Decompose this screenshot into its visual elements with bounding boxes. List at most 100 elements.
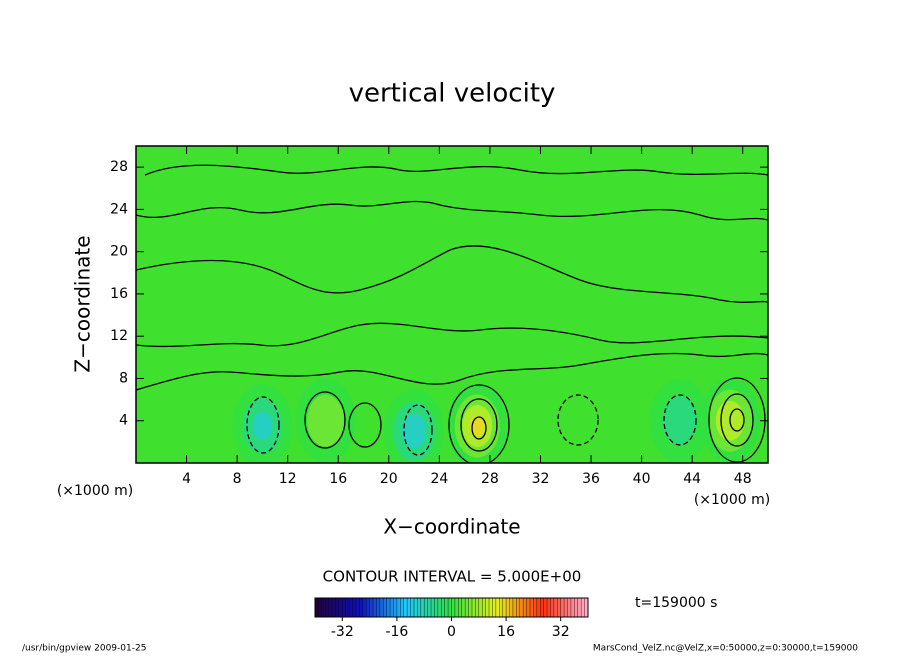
colorbar-cell: [335, 598, 340, 617]
x-tick-label: 4: [182, 471, 191, 487]
x-unit-left: (×1000 m): [57, 483, 133, 499]
colorbar-cell: [492, 598, 497, 617]
colorbar-cell: [413, 598, 418, 617]
colorbar-cell: [328, 598, 333, 617]
plot-frame: [135, 145, 769, 464]
colorbar-cell: [376, 598, 381, 617]
footer-left: /usr/bin/gpview 2009-01-25: [22, 644, 146, 654]
colorbar-cell: [529, 598, 534, 617]
colorbar-tick-label: -16: [385, 624, 408, 640]
contour-interval: CONTOUR INTERVAL = 5.000E+00: [323, 568, 582, 586]
colorbar-cell: [564, 598, 568, 617]
colorbar-tick-label: 16: [497, 624, 515, 640]
colorbar-cell: [550, 598, 555, 617]
colorbar-cell: [482, 598, 486, 617]
colorbar-cell: [325, 598, 329, 617]
x-tick-label: 32: [532, 471, 550, 487]
x-tick-label: 44: [683, 471, 701, 487]
x-tick-label: 12: [279, 471, 297, 487]
field-extremum: [662, 396, 698, 446]
colorbar-cell: [536, 598, 541, 617]
colorbar-cell: [475, 598, 480, 617]
y-tick-label: 16: [110, 286, 128, 302]
colorbar-cell: [506, 598, 510, 617]
colorbar-cell: [338, 598, 343, 617]
colorbar-cell: [424, 598, 428, 617]
colorbar-cell: [342, 598, 347, 617]
x-tick-label: 36: [582, 471, 600, 487]
colorbar-cell: [315, 598, 319, 617]
y-tick-label: 12: [110, 328, 128, 344]
colorbar-cell: [574, 598, 579, 617]
colorbar-cell: [451, 598, 456, 617]
colorbar-cell: [318, 598, 323, 617]
colorbar-cell: [383, 598, 387, 617]
colorbar-cell: [499, 598, 503, 617]
colorbar-cell: [386, 598, 391, 617]
colorbar-cell: [577, 598, 582, 617]
x-unit: (×1000 m): [694, 492, 770, 508]
colorbar-cell: [359, 598, 364, 617]
colorbar-cell: [362, 598, 367, 617]
colorbar-cell: [379, 598, 384, 617]
colorbar-cell: [519, 598, 524, 617]
y-tick-label: 8: [119, 370, 128, 386]
colorbar-cell: [489, 598, 493, 617]
colorbar-cell: [420, 598, 425, 617]
colorbar-cell: [448, 598, 452, 617]
colorbar-cell: [400, 598, 405, 617]
y-axis-label: Z−coordinate: [71, 235, 95, 372]
colorbar-cell: [553, 598, 558, 617]
x-tick-label: 16: [329, 471, 347, 487]
colorbar-cell: [396, 598, 401, 617]
colorbar-cell: [581, 598, 585, 617]
colorbar-cell: [352, 598, 357, 617]
colorbar-cell: [434, 598, 439, 617]
colorbar-cell: [366, 598, 370, 617]
colorbar-cell: [407, 598, 411, 617]
colorbar-cell: [321, 598, 326, 617]
colorbar-cell: [390, 598, 394, 617]
colorbar-tick-label: -32: [331, 624, 354, 640]
colorbar-cell: [465, 598, 469, 617]
x-axis-label: X−coordinate: [383, 515, 520, 539]
colorbar-cell: [458, 598, 463, 617]
chart-title: vertical velocity: [349, 79, 556, 109]
colorbar-cell: [403, 598, 408, 617]
y-tick-label: 28: [110, 159, 128, 175]
colorbar-cell: [512, 598, 517, 617]
y-tick-label: 4: [119, 413, 128, 429]
field-extremum: [252, 412, 273, 441]
colorbar-cell: [485, 598, 490, 617]
x-tick-label: 40: [633, 471, 651, 487]
colorbar-cell: [570, 598, 575, 617]
footer-right: MarsCond_VelZ.nc@VelZ,x=0:50000,z=0:3000…: [593, 644, 858, 654]
x-tick-label: 28: [481, 471, 499, 487]
colorbar-cell: [560, 598, 565, 617]
colorbar-cell: [468, 598, 473, 617]
colorbar-cell: [437, 598, 442, 617]
colorbar-cell: [369, 598, 374, 617]
colorbar-cell: [543, 598, 548, 617]
colorbar-cell: [332, 598, 336, 617]
colorbar-cell: [441, 598, 445, 617]
colorbar-cell: [533, 598, 538, 617]
time-label: t=159000 s: [635, 595, 717, 611]
colorbar-cell: [427, 598, 432, 617]
colorbar-tick-label: 0: [447, 624, 456, 640]
colorbar-cell: [444, 598, 449, 617]
x-tick-label: 20: [380, 471, 398, 487]
colorbar-cell: [516, 598, 521, 617]
x-tick-label: 8: [233, 471, 242, 487]
colorbar-cell: [478, 598, 483, 617]
colorbar-cell: [461, 598, 466, 617]
colorbar-cell: [349, 598, 353, 617]
contour-lines: [136, 164, 768, 463]
colorbar-cell: [393, 598, 398, 617]
colorbar-cell: [509, 598, 514, 617]
colorbar-cell: [584, 598, 589, 617]
colorbar-cell: [345, 598, 350, 617]
colorbar-cell: [523, 598, 527, 617]
x-tick-label: 48: [734, 471, 752, 487]
